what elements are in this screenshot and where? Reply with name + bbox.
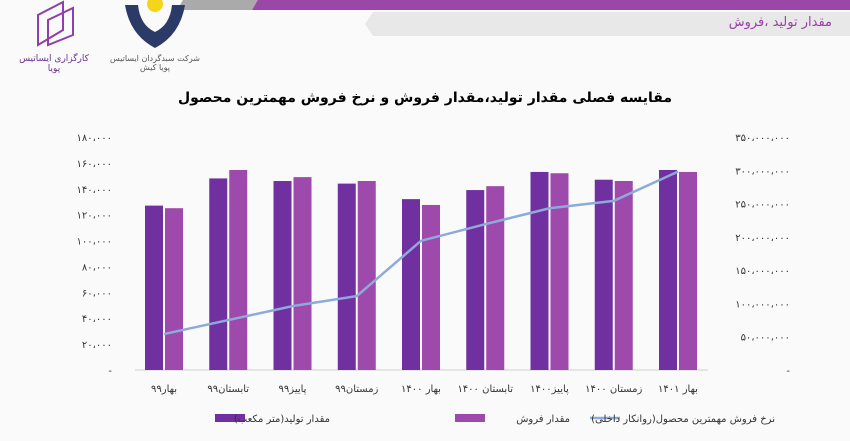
- left-tick-label: ۴۰،۰۰۰: [82, 314, 112, 325]
- left-tick-label: -: [108, 366, 112, 377]
- left-tick-label: ۲۰،۰۰۰: [82, 340, 112, 351]
- legend-label: نرخ فروش مهمترین محصول(روانکار داخلی): [591, 414, 775, 425]
- right-tick-label: ۵۰،۰۰۰،۰۰۰: [741, 333, 790, 344]
- legend-swatch: [455, 414, 485, 422]
- section-tab[interactable]: مقدار تولید ،فروش: [365, 12, 850, 36]
- right-tick-label: ۳۰۰،۰۰۰،۰۰۰: [735, 166, 790, 177]
- left-tick-label: ۱۴۰،۰۰۰: [77, 185, 112, 196]
- category-label: زمستان۹۹: [335, 384, 378, 395]
- line-price: [163, 170, 679, 336]
- bar-sales: [293, 177, 312, 370]
- left-tick-label: ۱۸۰،۰۰۰: [77, 133, 112, 144]
- brokerage-logo-text: کارگزاری ایساتیس پویا: [19, 54, 89, 74]
- category-label: بهار ۱۴۰۰: [401, 384, 441, 395]
- legend-label: مقدار تولید(متر مکعب): [234, 414, 330, 425]
- bar-sales: [422, 204, 440, 370]
- right-tick-label: ۱۵۰،۰۰۰،۰۰۰: [735, 266, 790, 277]
- left-tick-label: ۱۶۰،۰۰۰: [77, 159, 112, 170]
- bar-production: [209, 178, 228, 370]
- bar-sales: [550, 173, 569, 370]
- bar-sales: [486, 186, 505, 370]
- category-label: تابستان ۱۴۰۰: [457, 384, 513, 395]
- bar-sales: [165, 208, 183, 370]
- chart-title: مقایسه فصلی مقدار تولید،مقدار فروش و نرخ…: [177, 90, 673, 106]
- header-bar: [238, 0, 850, 10]
- right-tick-label: ۲۰۰،۰۰۰،۰۰۰: [735, 233, 790, 244]
- bar-sales: [229, 170, 248, 370]
- category-label: تابستان۹۹: [207, 384, 249, 395]
- brokerage-logo: کارگزاری ایساتیس پویا: [18, 0, 90, 80]
- fund-logo: شرکت سبدگردان ایساتیس پویا کیش: [110, 0, 200, 75]
- category-label: بهار۹۹: [151, 384, 177, 395]
- left-tick-label: ۶۰،۰۰۰: [82, 288, 112, 299]
- right-tick-label: ۲۵۰،۰۰۰،۰۰۰: [735, 200, 790, 211]
- legend-label: مقدار فروش: [516, 414, 570, 425]
- right-tick-label: ۱۰۰،۰۰۰،۰۰۰: [735, 299, 790, 310]
- category-label: پاییز۹۹: [279, 384, 307, 395]
- left-tick-label: ۱۰۰،۰۰۰: [77, 237, 112, 248]
- category-label: زمستان ۱۴۰۰: [585, 384, 642, 395]
- section-title: مقدار تولید ،فروش: [728, 15, 832, 30]
- left-tick-label: ۸۰،۰۰۰: [82, 262, 112, 273]
- fund-logo-text: شرکت سبدگردان ایساتیس پویا کیش: [110, 54, 200, 72]
- bar-production: [466, 190, 485, 370]
- bar-production: [402, 199, 420, 370]
- left-tick-label: ۱۲۰،۰۰۰: [77, 211, 112, 222]
- legend-swatch: [215, 414, 245, 422]
- bar-production: [337, 183, 356, 370]
- category-label: پاییز۱۴۰۰: [530, 384, 569, 395]
- bar-production: [145, 205, 163, 370]
- bar-production: [594, 179, 613, 370]
- bar-production: [530, 171, 549, 370]
- right-tick-label: -: [786, 366, 790, 377]
- bar-sales: [679, 171, 697, 370]
- bar-production: [659, 170, 677, 370]
- category-label: بهار ۱۴۰۱: [658, 384, 698, 395]
- bar-production: [273, 181, 292, 370]
- right-tick-label: ۳۵۰،۰۰۰،۰۰۰: [735, 133, 790, 144]
- bar-sales: [357, 181, 376, 370]
- bar-sales: [614, 181, 633, 370]
